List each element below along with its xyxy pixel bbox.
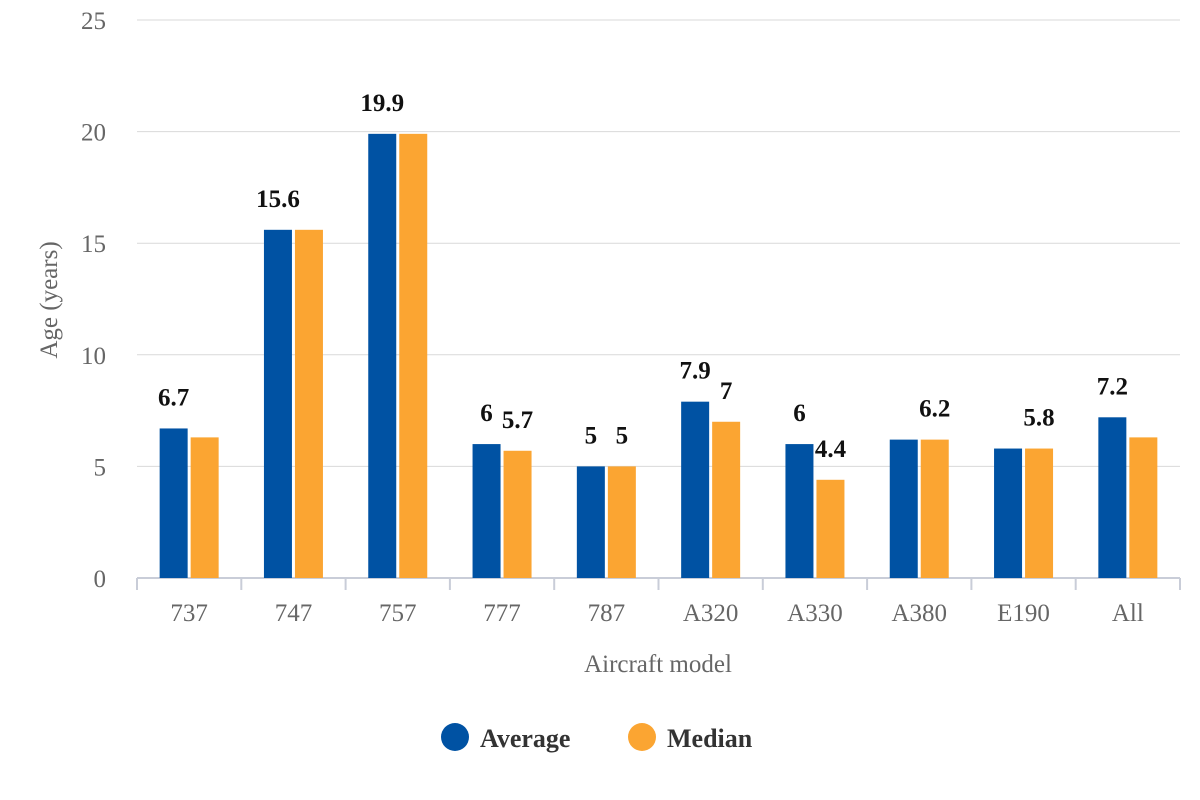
gridlines: [137, 19, 1180, 467]
bar-average-737: [159, 428, 188, 578]
x-tick-label-757: 757: [379, 600, 417, 627]
bar-median-a320: [712, 421, 741, 578]
x-tick-label-a330: A330: [787, 600, 843, 627]
bar-average-757: [368, 133, 397, 578]
x-tick-label-747: 747: [275, 600, 313, 627]
x-tick-label-787: 787: [588, 600, 626, 627]
y-tick-label-20: 20: [81, 120, 106, 147]
x-tick-label-777: 777: [483, 600, 521, 627]
bar-average-a320: [681, 401, 710, 578]
data-label-average-777: 6: [480, 400, 493, 427]
y-tick-label-15: 15: [81, 231, 106, 258]
bar-median-all: [1129, 437, 1158, 578]
legend-label-average: Average: [480, 724, 570, 753]
x-tick-label-737: 737: [170, 600, 208, 627]
bar-average-all: [1098, 417, 1127, 578]
data-label-median-787: 5: [616, 422, 629, 449]
axes: 0 5 10 15 20 25 737 747 757 777 787 A320 A330 A380 E19…: [81, 8, 1181, 627]
bar-median-747: [294, 229, 323, 579]
data-labels: 6.7 15.6 19.9 6 5 7.9 6 7.2 5.7 5 7 4.4 6.2 5.8: [158, 90, 1128, 463]
data-label-median-a320: 7: [720, 378, 733, 405]
bar-average-a380: [889, 439, 918, 578]
data-label-average-737: 6.7: [158, 384, 189, 411]
legend-marker-average: [441, 723, 469, 751]
bar-median-a330: [816, 479, 845, 578]
legend-item-average[interactable]: Average: [441, 723, 570, 753]
x-tick-label-e190: E190: [997, 600, 1050, 627]
y-axis-title: Age (years): [36, 241, 63, 358]
bar-average-a330: [785, 444, 814, 578]
y-tick-label-5: 5: [94, 454, 107, 481]
bar-median-757: [399, 133, 428, 578]
bar-median-777: [503, 450, 532, 578]
data-label-average-a330: 6: [793, 400, 806, 427]
data-label-median-a380: 6.2: [919, 396, 950, 423]
bar-average-777: [472, 444, 501, 578]
data-label-average-787: 5: [585, 422, 598, 449]
legend: Average Median: [441, 723, 753, 753]
data-label-median-a330: 4.4: [815, 436, 847, 463]
data-label-average-747: 15.6: [256, 186, 300, 213]
bar-average-787: [576, 466, 605, 578]
y-tick-label-0: 0: [94, 566, 107, 593]
data-label-average-757: 19.9: [360, 90, 404, 117]
legend-marker-median: [628, 723, 656, 751]
legend-item-median[interactable]: Median: [628, 723, 753, 753]
bars: [159, 133, 1158, 579]
data-label-average-all: 7.2: [1097, 373, 1128, 400]
bar-median-a380: [920, 439, 949, 578]
x-tick-label-a320: A320: [683, 600, 739, 627]
bar-median-e190: [1025, 448, 1054, 578]
y-tick-label-25: 25: [81, 8, 106, 35]
bar-average-747: [263, 229, 292, 579]
data-label-average-a320: 7.9: [680, 358, 711, 385]
x-tick-label-all: All: [1112, 600, 1144, 627]
x-tick-label-a380: A380: [891, 600, 947, 627]
y-tick-label-10: 10: [81, 343, 106, 370]
x-axis-title: Aircraft model: [584, 651, 732, 678]
bar-median-787: [607, 466, 636, 578]
legend-label-median: Median: [667, 724, 753, 753]
bar-average-e190: [994, 448, 1023, 578]
data-label-median-e190: 5.8: [1023, 405, 1054, 432]
data-label-median-777: 5.7: [502, 407, 533, 434]
bar-median-737: [190, 437, 219, 578]
